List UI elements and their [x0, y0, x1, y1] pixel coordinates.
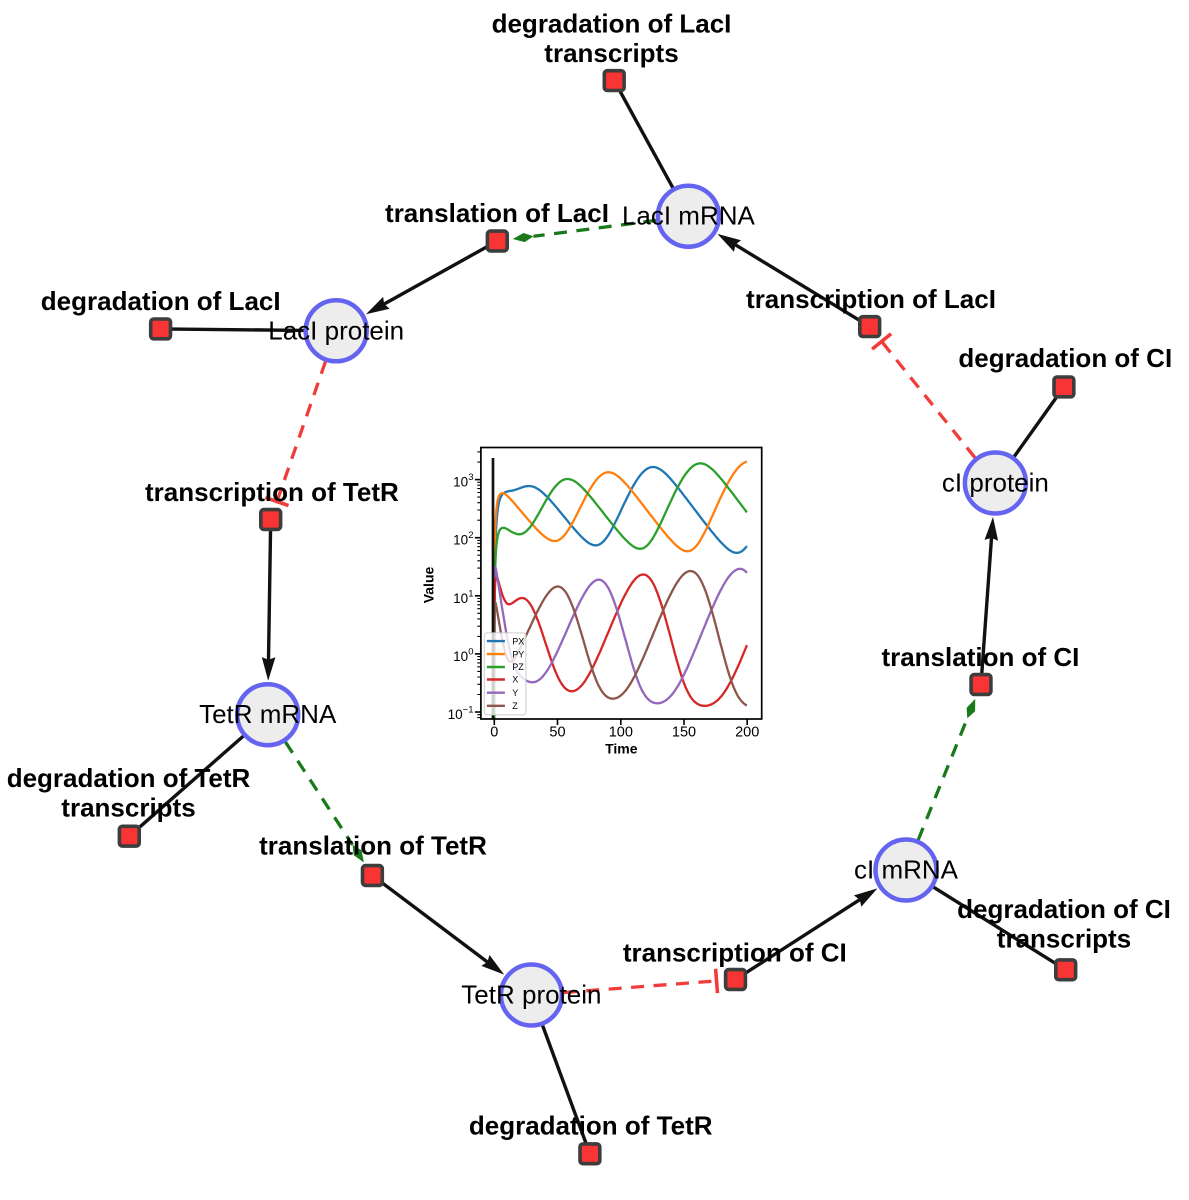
svg-text:cI mRNA: cI mRNA: [854, 855, 959, 885]
svg-text:degradation of LacI: degradation of LacI: [492, 9, 732, 39]
svg-text:PX: PX: [512, 636, 524, 646]
svg-text:translation of LacI: translation of LacI: [385, 198, 609, 228]
svg-text:TetR mRNA: TetR mRNA: [199, 699, 337, 729]
svg-text:PY: PY: [512, 649, 524, 659]
svg-text:Time: Time: [605, 741, 638, 757]
svg-text:transcripts: transcripts: [61, 793, 195, 823]
svg-text:LacI mRNA: LacI mRNA: [622, 201, 756, 231]
svg-text:100: 100: [609, 724, 633, 740]
svg-text:transcription of LacI: transcription of LacI: [746, 284, 996, 314]
svg-text:transcripts: transcripts: [544, 38, 678, 68]
svg-text:degradation of CI: degradation of CI: [958, 343, 1172, 373]
svg-text:Value: Value: [421, 567, 437, 604]
svg-text:degradation of LacI: degradation of LacI: [41, 286, 281, 316]
svg-text:150: 150: [672, 724, 696, 740]
svg-text:PZ: PZ: [512, 662, 524, 672]
svg-text:50: 50: [549, 724, 565, 740]
svg-text:0: 0: [490, 724, 498, 740]
svg-text:cI protein: cI protein: [942, 468, 1049, 498]
svg-text:transcription of CI: transcription of CI: [623, 938, 847, 968]
svg-text:degradation of TetR: degradation of TetR: [469, 1111, 713, 1141]
svg-text:translation of TetR: translation of TetR: [259, 831, 487, 861]
svg-text:Y: Y: [512, 688, 518, 698]
svg-text:transcription of TetR: transcription of TetR: [145, 477, 399, 507]
svg-text:degradation of TetR: degradation of TetR: [7, 763, 251, 793]
svg-text:LacI protein: LacI protein: [268, 315, 404, 345]
svg-text:translation of CI: translation of CI: [881, 642, 1079, 672]
svg-text:degradation of CI: degradation of CI: [957, 894, 1171, 924]
svg-text:TetR protein: TetR protein: [461, 980, 601, 1010]
svg-text:transcripts: transcripts: [997, 924, 1131, 954]
svg-text:X: X: [512, 675, 518, 685]
svg-text:Z: Z: [512, 701, 518, 711]
svg-text:200: 200: [735, 724, 759, 740]
